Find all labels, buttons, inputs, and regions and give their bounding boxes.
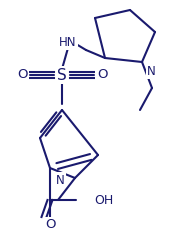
Text: O: O xyxy=(97,68,107,82)
Text: S: S xyxy=(57,68,67,83)
Text: OH: OH xyxy=(94,194,113,206)
Text: O: O xyxy=(45,219,55,232)
Text: N: N xyxy=(56,174,65,187)
Text: O: O xyxy=(17,68,27,82)
Text: N: N xyxy=(147,65,156,78)
Text: HN: HN xyxy=(59,36,77,48)
